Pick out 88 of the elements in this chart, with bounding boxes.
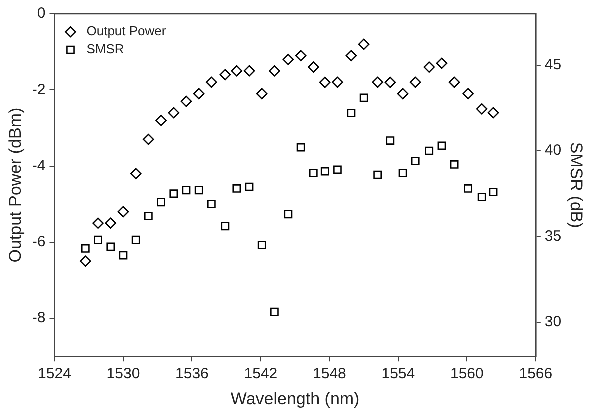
- point: [105, 218, 117, 230]
- point: [334, 166, 342, 174]
- point: [168, 107, 180, 119]
- point: [436, 58, 448, 70]
- point: [462, 88, 474, 100]
- y-tick-label: -2: [32, 81, 46, 98]
- point: [424, 62, 436, 73]
- point: [231, 65, 243, 77]
- point: [464, 184, 473, 193]
- point: [144, 212, 153, 220]
- y2-tick-label: 45: [544, 56, 562, 74]
- point: [374, 170, 382, 180]
- point: [132, 236, 140, 244]
- point: [193, 88, 205, 100]
- point: [425, 146, 434, 156]
- point: [488, 107, 500, 119]
- point: [94, 236, 102, 244]
- point: [221, 222, 230, 231]
- y-axis-title: Output Power (dBm): [6, 108, 25, 263]
- x-tick-label: 1548: [313, 366, 346, 383]
- x-tick-label: 1554: [382, 366, 416, 383]
- point: [386, 136, 395, 145]
- point: [182, 186, 191, 195]
- point: [258, 241, 266, 250]
- y-tick-label: -4: [32, 157, 46, 174]
- point: [180, 96, 192, 108]
- point: [411, 157, 420, 166]
- point: [358, 38, 370, 50]
- point: [156, 114, 167, 126]
- x-tick-label: 1542: [244, 366, 278, 383]
- point: [309, 169, 318, 178]
- point: [319, 76, 331, 88]
- x-axis-title: Wavelength (nm): [230, 389, 360, 408]
- point: [347, 109, 356, 118]
- point: [269, 65, 280, 77]
- point: [143, 134, 154, 146]
- x-tick-label: 1566: [519, 366, 553, 383]
- point: [245, 182, 254, 192]
- point: [80, 256, 92, 268]
- y-tick-label: -8: [32, 310, 46, 327]
- point: [194, 186, 204, 195]
- legend-label: Output Power: [86, 24, 167, 39]
- point: [256, 88, 268, 100]
- point: [384, 76, 396, 88]
- point: [157, 198, 166, 207]
- point: [438, 142, 446, 150]
- point: [232, 184, 242, 193]
- point: [119, 251, 128, 260]
- point: [106, 242, 116, 252]
- point: [170, 190, 178, 198]
- x-tick-label: 1524: [38, 366, 72, 383]
- x-tick-label: 1536: [176, 366, 209, 383]
- point: [295, 50, 307, 62]
- y-tick-label: 0: [37, 5, 46, 22]
- point: [346, 50, 358, 62]
- x-tick-label: 1560: [450, 366, 484, 383]
- point: [476, 104, 488, 115]
- point: [489, 188, 498, 196]
- point: [92, 218, 104, 230]
- point: [206, 76, 218, 88]
- point: [332, 76, 344, 88]
- point: [244, 65, 256, 77]
- point: [397, 88, 409, 100]
- y-tick-label: -6: [32, 234, 46, 251]
- y2-axis-title: SMSR (dB): [567, 142, 586, 228]
- point: [81, 244, 90, 253]
- point: [284, 210, 293, 219]
- point: [270, 308, 279, 316]
- x-tick-label: 1530: [106, 366, 140, 383]
- legend-label: SMSR: [86, 42, 124, 57]
- point: [360, 94, 368, 102]
- point: [296, 143, 306, 152]
- point: [450, 160, 459, 169]
- y2-tick-label: 35: [544, 228, 562, 245]
- point: [308, 62, 320, 73]
- point: [282, 54, 294, 66]
- y2-tick-label: 40: [544, 142, 562, 160]
- point: [320, 167, 330, 176]
- point: [372, 76, 384, 88]
- point: [208, 200, 216, 208]
- point: [130, 168, 142, 180]
- point: [410, 76, 422, 88]
- point: [118, 206, 130, 218]
- y2-tick-label: 30: [544, 313, 562, 330]
- point: [220, 69, 232, 81]
- point: [448, 76, 460, 88]
- point: [478, 193, 486, 202]
- point: [398, 169, 408, 178]
